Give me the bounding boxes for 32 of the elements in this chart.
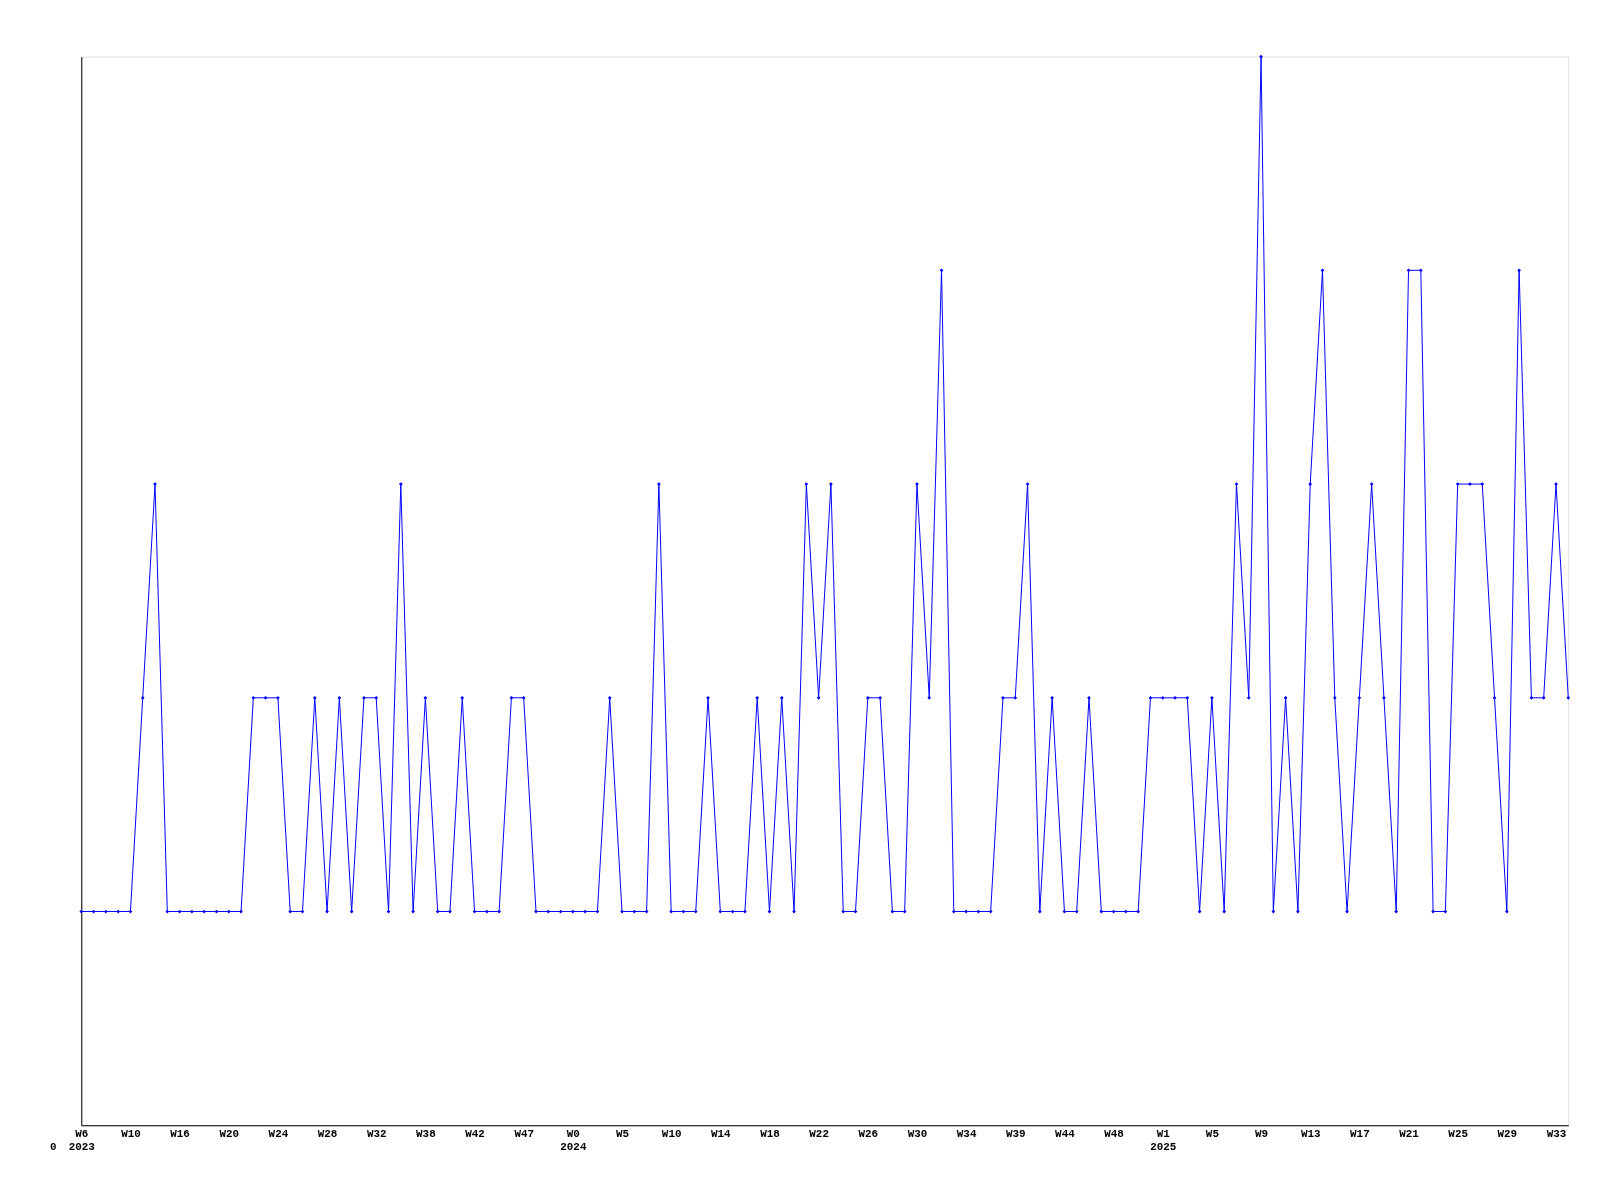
x-tick-label: W13 xyxy=(1300,1127,1321,1140)
x-tick-label: W30 xyxy=(907,1127,928,1140)
x-tick-label: W34 xyxy=(956,1127,977,1140)
x-tick-label: W42 xyxy=(465,1127,485,1140)
x-tick-label: W44 xyxy=(1055,1127,1076,1140)
x-tick-label: W47 xyxy=(514,1127,534,1140)
x-tick-label: W5 xyxy=(615,1127,630,1140)
x-tick-label: W10 xyxy=(121,1127,141,1140)
x-tick-label: W16 xyxy=(170,1127,190,1140)
x-tick-label: W24 xyxy=(268,1127,289,1140)
x-tick-label: W1 2025 xyxy=(1150,1127,1177,1153)
x-tick-label: W9 xyxy=(1255,1127,1269,1140)
x-tick-label: W28 xyxy=(317,1127,338,1140)
x-tick-label: W17 xyxy=(1350,1127,1370,1140)
x-tick-label: W21 xyxy=(1399,1127,1420,1140)
x-tick-label: W10 xyxy=(661,1127,682,1140)
x-tick-label: W29 xyxy=(1497,1127,1518,1140)
x-tick-label: W26 xyxy=(858,1127,879,1140)
x-tick-label: W32 xyxy=(366,1127,387,1140)
x-tick-label: W14 xyxy=(711,1127,732,1140)
x-tick-label: W33 xyxy=(1546,1127,1567,1140)
x-tick-label: W48 xyxy=(1104,1127,1124,1140)
x-tick-label: W18 xyxy=(760,1127,780,1140)
text: 0 xyxy=(49,1141,57,1154)
x-tick-label: W5 xyxy=(1205,1127,1219,1140)
x-tick-label: W6 2023 xyxy=(68,1127,95,1153)
x-tick-label: W0 2024 xyxy=(560,1127,587,1153)
x-tick-label: W20 xyxy=(219,1127,240,1140)
x-tick-label: W38 xyxy=(416,1127,436,1140)
x-tick-label: W39 xyxy=(1005,1127,1026,1140)
x-tick-label: W25 xyxy=(1448,1127,1468,1140)
x-tick-label: W22 xyxy=(809,1127,829,1140)
